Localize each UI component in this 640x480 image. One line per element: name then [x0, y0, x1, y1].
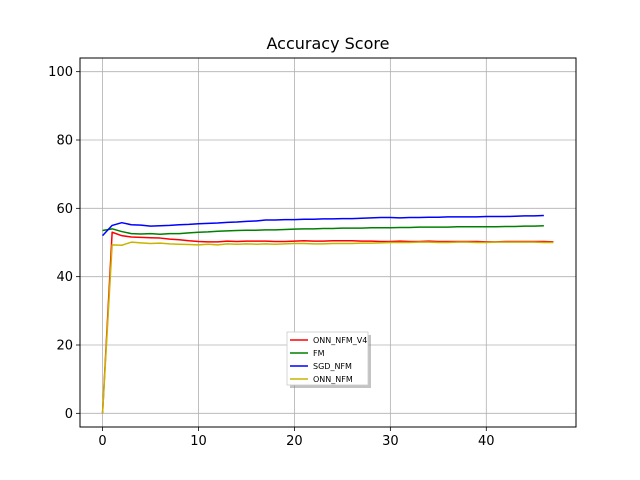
x-tick-label: 0: [98, 434, 106, 449]
legend-box: [286, 331, 369, 386]
series-line-sgd-nfm: [102, 214, 544, 237]
x-tick-label: 10: [190, 434, 207, 449]
legend: ONN_NFM_V4 FM SGD_NFM ONN_NFM: [286, 331, 371, 388]
y-tick-label: 40: [56, 270, 73, 285]
series-line-onn-nfm-v4: [101, 231, 554, 414]
x-tick-label: 40: [478, 434, 495, 449]
series-lines: [101, 214, 554, 414]
y-tick-label: 60: [56, 202, 73, 217]
x-tick-label: 30: [382, 434, 399, 449]
y-tick-label: 100: [48, 65, 73, 80]
y-tick-label: 20: [56, 339, 73, 354]
y-tick-label: 0: [65, 407, 73, 422]
legend-label: ONN_NFM_V4: [313, 336, 367, 345]
y-tick-label: 80: [56, 134, 73, 149]
legend-label: SGD_NFM: [313, 362, 352, 371]
axis-ticks: 0 10 20 30 40 0 20 40 60 80 100: [48, 65, 494, 449]
series-line-fm: [102, 225, 544, 236]
legend-label: ONN_NFM: [313, 375, 353, 384]
plot-frame: [79, 57, 577, 428]
x-tick-label: 20: [286, 434, 303, 449]
legend-label: FM: [313, 349, 325, 358]
series-line-onn-nfm: [101, 241, 554, 414]
chart-title: Accuracy Score: [267, 34, 390, 53]
